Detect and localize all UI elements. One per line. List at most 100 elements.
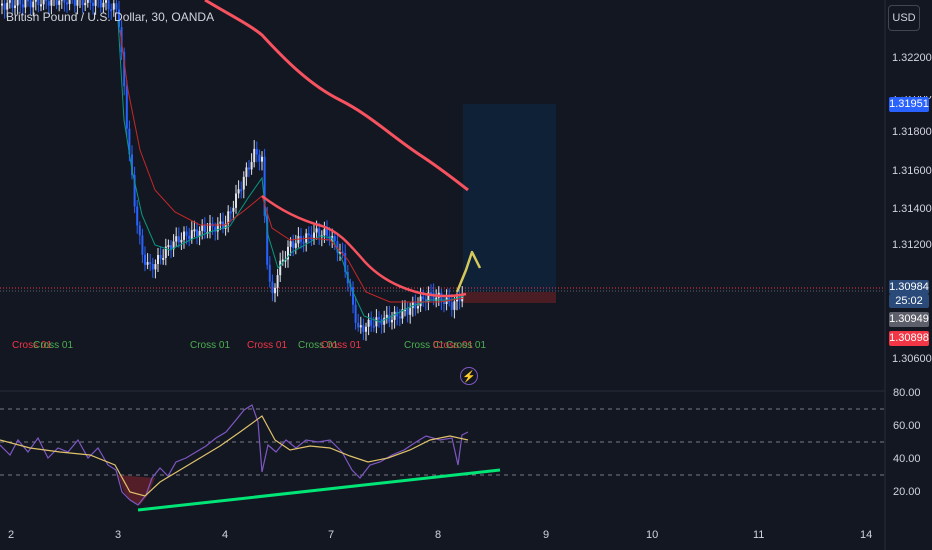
candle-body (201, 225, 204, 231)
candle-body (292, 241, 295, 248)
candle-body (323, 229, 326, 236)
signal-label[interactable]: Cross 01 (321, 340, 362, 351)
candle-body (359, 325, 362, 328)
candle-body (14, 5, 16, 8)
signal-label[interactable]: Cross 01 (404, 340, 445, 351)
time-label: 8 (435, 529, 442, 541)
signal-label[interactable]: Cross 01 (33, 340, 74, 351)
candle-body (258, 154, 261, 162)
price-tick: 1.31400 (892, 203, 932, 215)
rsi-oversold-fill (118, 475, 155, 505)
price-tick: 1.31600 (892, 165, 932, 177)
symbol-title[interactable]: British Pound / U.S. Dollar, 30, OANDA (6, 10, 215, 24)
candle-body (180, 239, 183, 243)
candle-body (271, 281, 274, 294)
candle-body (136, 206, 139, 226)
rsi-tick: 80.00 (893, 387, 921, 399)
candle-body (133, 175, 136, 207)
candle-body (45, 0, 48, 2)
candle-body (367, 319, 370, 327)
candle-body (209, 223, 211, 232)
candle-body (105, 0, 107, 3)
candle-body (424, 298, 427, 302)
rsi-tick: 60.00 (893, 420, 921, 432)
candle-body (63, 0, 66, 3)
candle-body (162, 257, 165, 260)
candle-body (89, 0, 92, 3)
rsi-trendline[interactable] (137, 468, 501, 512)
candle-body (255, 148, 258, 155)
candle-body (224, 223, 227, 229)
candle-body (263, 156, 266, 216)
candle-body (19, 0, 22, 5)
bar-countdown: 25:02 (889, 294, 929, 308)
rsi-ma-line (0, 415, 469, 497)
candle-body (398, 316, 401, 319)
candle-body (84, 2, 87, 6)
time-label: 11 (753, 529, 765, 541)
candle-body (401, 309, 404, 319)
lightning-icon[interactable]: ⚡ (460, 367, 478, 385)
candle-body (422, 296, 425, 299)
candle-body (453, 301, 456, 310)
long-position-loss-zone[interactable] (463, 292, 556, 303)
signal-label[interactable]: Cross 01 (433, 340, 474, 351)
target-price-tag: 1.31951 (889, 97, 929, 112)
candle-body (388, 314, 391, 323)
candle-body (430, 292, 432, 295)
candle-body (112, 3, 115, 10)
candle-body (393, 311, 396, 320)
signal-label[interactable]: Cross 01 (190, 340, 231, 351)
signal-label[interactable]: Cross 01 (247, 340, 288, 351)
candle-body (378, 317, 380, 320)
signal-label[interactable]: Cross 01 (298, 340, 339, 351)
candle-body (287, 246, 289, 260)
ema-slow-line (204, 0, 469, 192)
candle-body (253, 148, 256, 163)
candle-body (310, 234, 313, 241)
candle-body (47, 1, 50, 6)
candle-body (76, 0, 79, 6)
candle-body (380, 319, 383, 325)
candle-body (281, 259, 284, 262)
time-label: 3 (115, 529, 122, 541)
candle-body (73, 0, 76, 6)
signal-label[interactable]: Cross 01 (446, 340, 487, 351)
long-position-profit-zone[interactable] (463, 104, 556, 291)
candle-body (385, 314, 388, 318)
candle-body (11, 0, 14, 8)
candle-body (294, 243, 297, 248)
candle-body (336, 241, 339, 253)
time-label: 10 (646, 529, 659, 541)
rsi-tick: 40.00 (893, 453, 921, 465)
candle-body (81, 0, 84, 6)
candle-body (21, 4, 24, 8)
candle-body (159, 255, 162, 259)
candle-body (198, 230, 201, 237)
candle-body (110, 9, 113, 12)
candlestick-series (1, 0, 464, 341)
candle-body (411, 302, 414, 308)
candle-body (289, 241, 292, 247)
ema-slow-line-lower (261, 195, 467, 298)
candle-body (409, 307, 412, 315)
candle-body (435, 297, 438, 301)
candle-body (107, 0, 110, 10)
candle-body (341, 251, 344, 254)
candle-body (115, 3, 118, 10)
candle-body (268, 264, 271, 282)
signal-label[interactable]: Cross 01 (12, 340, 53, 351)
projection-arrow[interactable] (455, 250, 482, 293)
candle-body (27, 0, 29, 2)
price-tick: 1.30600 (892, 353, 932, 365)
candle-body (92, 2, 94, 6)
candle-body (365, 326, 367, 332)
candle-body (318, 228, 321, 237)
candle-body (24, 0, 27, 8)
candle-body (37, 0, 40, 5)
candle-body (58, 0, 61, 5)
candle-body (60, 0, 63, 1)
candle-body (99, 0, 102, 8)
currency-button[interactable]: USD (888, 5, 920, 31)
